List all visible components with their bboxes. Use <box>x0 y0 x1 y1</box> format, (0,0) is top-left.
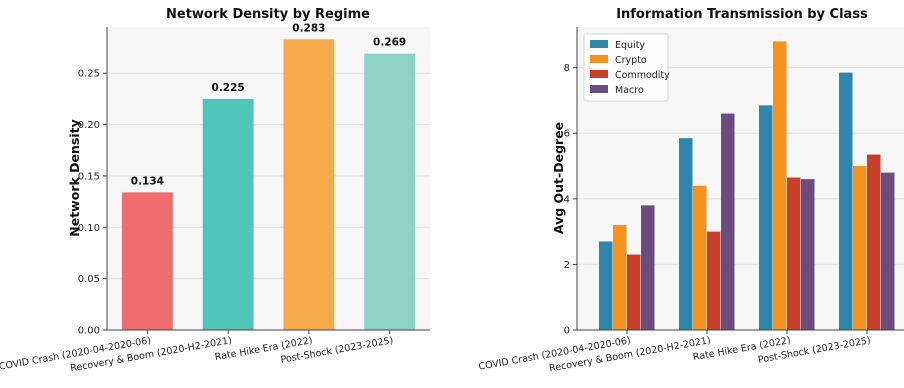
legend-label-macro: Macro <box>615 85 644 96</box>
legend-label-crypto: Crypto <box>615 55 647 66</box>
out-degree-legend-box <box>583 33 669 102</box>
out-degree-bar-crypto <box>773 41 787 331</box>
out-degree-bar-commodity <box>707 231 721 330</box>
out-degree-bar-equity <box>839 72 853 330</box>
out-degree-y-tick-label: 2 <box>564 260 570 271</box>
out-degree-x-ticks: COVID Crash (2020-04-2020-06)Recovery & … <box>478 330 872 374</box>
out-degree-bar-macro <box>721 113 735 330</box>
legend-swatch-macro <box>590 85 608 93</box>
density-y-tick-label: 0.25 <box>78 69 100 80</box>
out-degree-bar-equity <box>599 241 613 330</box>
out-degree-y-axis-label: Avg Out-Degree <box>551 122 566 234</box>
legend-swatch-crypto <box>590 55 608 63</box>
density-y-axis-label: Network Density <box>67 119 82 236</box>
density-bar <box>283 39 335 330</box>
out-degree-chart-title: Information Transmission by Class <box>616 7 868 22</box>
density-y-tick-label: 0.15 <box>78 171 100 182</box>
density-y-tick-label: 0.10 <box>78 223 100 234</box>
density-data-label: 0.283 <box>292 22 325 34</box>
out-degree-bar-macro <box>801 179 815 330</box>
density-data-label: 0.134 <box>131 175 164 187</box>
out-degree-y-tick-label: 0 <box>564 326 570 337</box>
density-data-label: 0.269 <box>373 37 406 49</box>
out-degree-chart: 0 2 4 6 8 COVID Crash (2020-04-2020-06)Recov… <box>478 7 904 374</box>
out-degree-y-tick-label: 8 <box>564 63 570 74</box>
out-degree-bar-equity <box>759 105 773 330</box>
density-bar <box>202 98 254 330</box>
density-y-ticks: 0.00 0.05 0.10 0.15 0.20 0.25 <box>78 69 107 337</box>
out-degree-bar-crypto <box>613 225 627 330</box>
out-degree-bar-commodity <box>867 154 881 330</box>
out-degree-y-tick-label: 4 <box>564 194 570 205</box>
density-y-tick-label: 0.20 <box>78 120 100 131</box>
legend-swatch-commodity <box>590 70 608 78</box>
density-x-ticks: COVID Crash (2020-04-2020-06)Recovery & … <box>0 330 394 374</box>
legend-swatch-equity <box>590 40 608 48</box>
density-bars <box>121 39 416 331</box>
density-bar <box>121 192 173 330</box>
out-degree-y-tick-label: 6 <box>564 129 570 140</box>
density-y-tick-label: 0.00 <box>78 326 100 337</box>
out-degree-bar-macro <box>641 205 655 330</box>
out-degree-bar-macro <box>881 172 895 330</box>
density-chart: 0.00 0.05 0.10 0.15 0.20 0.25 COVID Crash (20… <box>0 7 430 374</box>
out-degree-bar-crypto <box>853 166 867 330</box>
out-degree-bar-crypto <box>693 185 707 330</box>
out-degree-y-ticks: 0 2 4 6 8 <box>564 63 577 337</box>
legend-label-equity: Equity <box>615 40 645 51</box>
out-degree-legend: Equity Crypto Commodity Macro <box>583 33 670 102</box>
density-chart-title: Network Density by Regime <box>166 7 370 22</box>
out-degree-bars <box>599 41 895 331</box>
density-data-labels: 0.134 0.225 0.283 0.269 <box>131 22 406 187</box>
legend-label-commodity: Commodity <box>615 70 670 81</box>
out-degree-bar-commodity <box>627 254 641 330</box>
density-bar <box>364 53 416 331</box>
out-degree-bar-commodity <box>787 177 801 330</box>
out-degree-bar-equity <box>679 138 693 330</box>
density-data-label: 0.225 <box>212 82 245 94</box>
density-y-tick-label: 0.05 <box>78 274 100 285</box>
